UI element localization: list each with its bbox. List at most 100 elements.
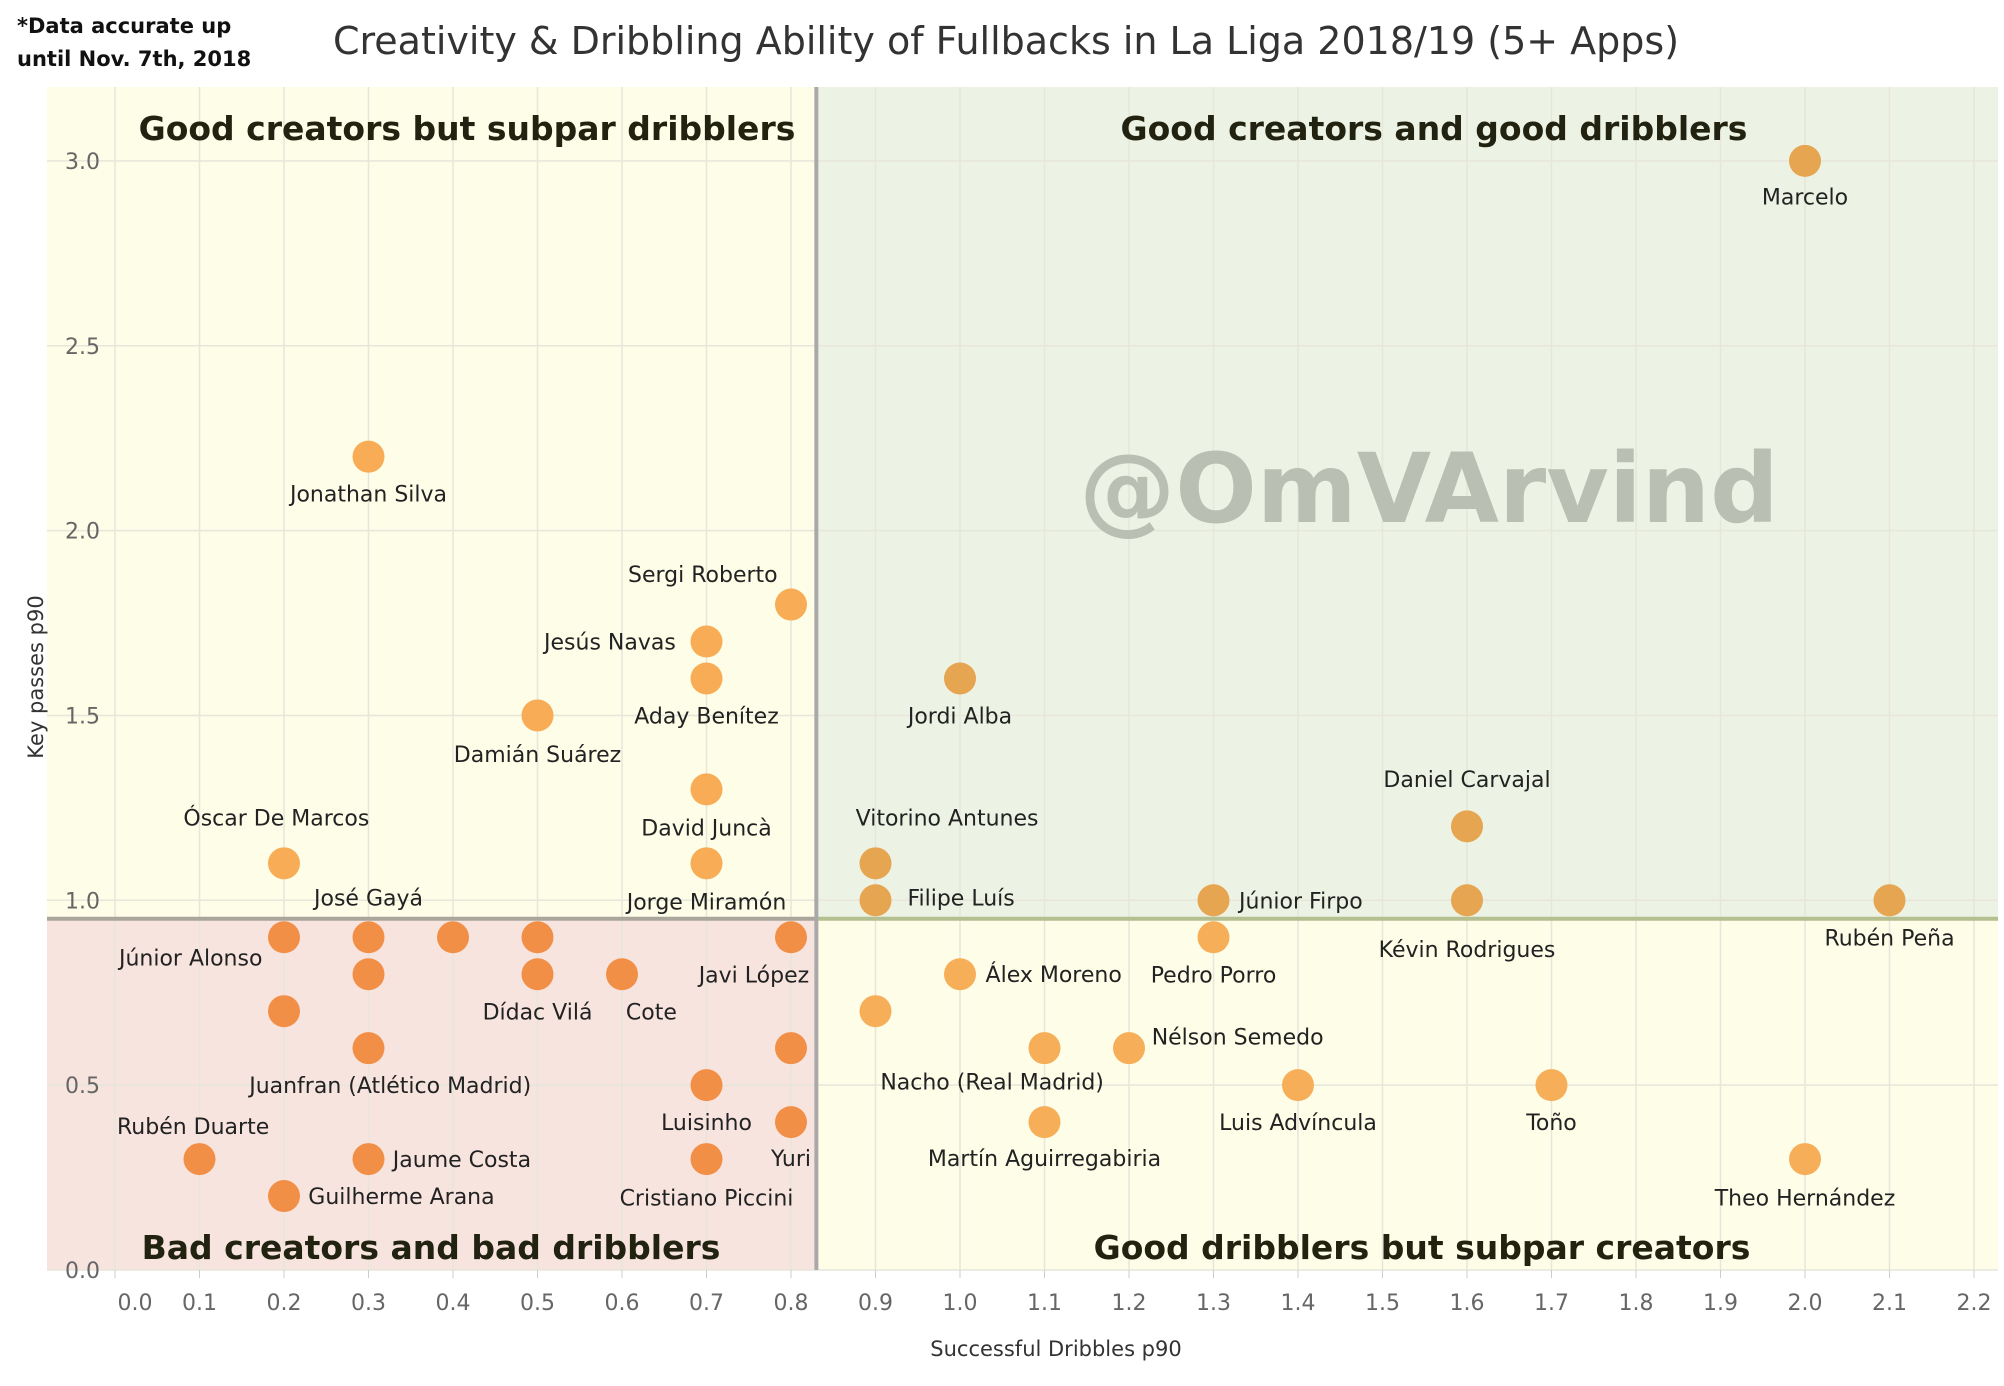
point-label: Jaume Costa: [391, 1148, 531, 1173]
point-label: Sergi Roberto: [628, 563, 778, 588]
point-label: Yuri: [770, 1147, 811, 1172]
quadrant-top-left: [47, 87, 817, 919]
data-point: [1028, 1032, 1061, 1065]
point-label: Álex Moreno: [986, 962, 1122, 988]
point-label: Jonathan Silva: [288, 483, 447, 508]
x-tick-label: 1.7: [1534, 1291, 1569, 1316]
quadrant-label-top-right: Good creators and good dribblers: [1121, 109, 1748, 148]
data-point: [1451, 810, 1483, 843]
data-point: [690, 662, 723, 695]
y-tick-label: 2.0: [65, 520, 100, 545]
data-point: [690, 625, 723, 658]
x-tick-label: 0.6: [605, 1291, 640, 1316]
quadrant-top-right: [816, 87, 1998, 919]
point-label: Nélson Semedo: [1152, 1026, 1324, 1051]
quadrant-bottom-left: [47, 918, 817, 1270]
data-point: [268, 921, 300, 954]
x-tick-label: 1.6: [1450, 1291, 1485, 1316]
x-tick-label: 0.3: [351, 1291, 386, 1316]
point-label: Guilherme Arana: [308, 1185, 494, 1210]
x-tick-label: 0.8: [774, 1291, 809, 1316]
data-point: [437, 921, 469, 954]
point-label: Kévin Rodrigues: [1379, 938, 1556, 963]
x-tick-label: 0.7: [689, 1291, 724, 1316]
data-point: [1873, 884, 1906, 917]
data-point: [690, 773, 723, 806]
point-label: Martín Aguirregabiria: [928, 1147, 1161, 1172]
data-note-line-2: until Nov. 7th, 2018: [17, 47, 251, 71]
axis-ticks: 0.0 0.1 0.2 0.3 0.4 0.5 0.6 0.7 0.8 0.9 1.0 1.1 1.2 1…: [65, 150, 1992, 1316]
data-point: [859, 995, 892, 1028]
data-point: [944, 958, 976, 991]
x-tick-label: 2.0: [1788, 1291, 1823, 1316]
y-tick-label: 3.0: [65, 150, 100, 175]
x-tick-label: 0.9: [858, 1291, 893, 1316]
point-label: Óscar De Marcos: [183, 805, 369, 831]
data-point: [775, 1032, 807, 1065]
data-point: [268, 1180, 300, 1213]
data-point: [1789, 144, 1821, 177]
point-label: Pedro Porro: [1151, 963, 1277, 988]
x-tick-label: 1.2: [1112, 1291, 1147, 1316]
point-label: Luis Advíncula: [1219, 1111, 1377, 1136]
data-point: [1535, 1069, 1568, 1102]
point-label: Luisinho: [661, 1111, 752, 1136]
point-label: Júnior Firpo: [1237, 889, 1363, 914]
quadrant-backgrounds: [47, 87, 1998, 1270]
data-point: [944, 662, 976, 695]
data-point: [775, 921, 807, 954]
point-label: Theo Hernández: [1714, 1186, 1896, 1211]
point-label: Dídac Vilá: [483, 1000, 593, 1025]
data-point: [690, 1069, 723, 1102]
point-label: Jordi Alba: [906, 705, 1012, 730]
point-label: Vitorino Antunes: [856, 806, 1039, 831]
data-point: [690, 847, 723, 880]
data-point: [1451, 884, 1483, 917]
quadrant-label-bottom-left: Bad creators and bad dribblers: [142, 1228, 721, 1267]
y-axis-label: Key passes p90: [24, 595, 48, 758]
gridlines: [47, 87, 1998, 1271]
x-tick-label: 2.2: [1957, 1291, 1992, 1316]
quadrant-label-bottom-right: Good dribblers but subpar creators: [1094, 1228, 1751, 1267]
data-point: [1028, 1106, 1061, 1139]
x-tick-label: 0.4: [436, 1291, 471, 1316]
data-point: [352, 440, 385, 473]
reference-lines: [47, 87, 1998, 1270]
point-label: Jesús Navas: [542, 631, 676, 656]
data-point: [352, 958, 385, 991]
data-point: [775, 588, 807, 621]
data-point: [690, 1143, 723, 1176]
x-tick-label: 0.0: [118, 1291, 153, 1316]
point-label: David Juncà: [641, 817, 771, 842]
data-point: [1197, 884, 1230, 917]
x-tick-label: 0.1: [182, 1291, 217, 1316]
y-tick-label: 2.5: [65, 335, 100, 360]
point-label: Juanfran (Atlético Madrid): [247, 1074, 531, 1099]
point-label: Marcelo: [1762, 186, 1848, 211]
data-point: [268, 847, 300, 880]
quadrant-bottom-right: [816, 918, 1998, 1270]
point-label: Toño: [1525, 1111, 1577, 1136]
x-tick-label: 1.9: [1703, 1291, 1738, 1316]
point-label: Filipe Luís: [907, 887, 1014, 912]
watermark: @OmVArvind: [1079, 433, 1779, 545]
data-point: [1282, 1069, 1314, 1102]
point-label: Cote: [626, 1000, 677, 1025]
data-point: [859, 847, 892, 880]
y-tick-label: 1.5: [65, 704, 100, 729]
y-tick-label: 1.0: [65, 889, 100, 914]
data-point: [606, 958, 638, 991]
quadrant-label-top-left: Good creators but subpar dribblers: [139, 109, 796, 148]
data-point: [859, 884, 892, 917]
point-label: Rubén Duarte: [117, 1115, 269, 1140]
x-tick-label: 1.8: [1619, 1291, 1654, 1316]
data-point: [521, 921, 554, 954]
point-label: Rubén Peña: [1824, 926, 1954, 951]
data-point: [352, 921, 385, 954]
point-label: Damián Suárez: [454, 743, 621, 768]
data-point: [352, 1143, 385, 1176]
data-point: [1197, 921, 1230, 954]
point-label: José Gayá: [312, 887, 423, 912]
chart-title: Creativity & Dribbling Ability of Fullba…: [333, 19, 1679, 63]
